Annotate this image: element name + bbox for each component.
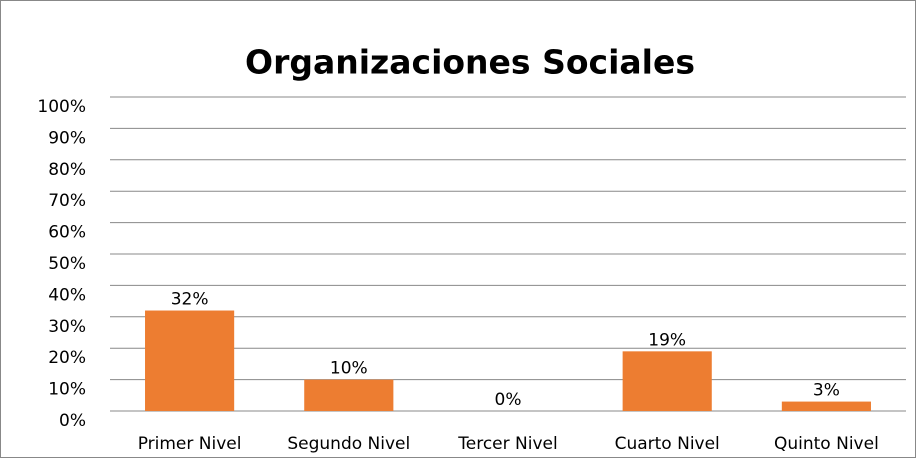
- y-tick-label: 30%: [48, 317, 86, 337]
- x-tick-label: Primer Nivel: [138, 434, 242, 454]
- data-label: 3%: [813, 381, 840, 401]
- data-label: 0%: [495, 390, 522, 410]
- bar: [145, 310, 235, 411]
- bar: [622, 351, 712, 411]
- y-tick-label: 60%: [48, 223, 86, 243]
- bar: [304, 379, 394, 411]
- x-tick-label: Quinto Nivel: [774, 434, 879, 454]
- y-tick-label: 80%: [48, 160, 86, 180]
- x-tick-label: Segundo Nivel: [287, 434, 410, 454]
- y-tick-label: 90%: [48, 128, 86, 148]
- y-tick-label: 10%: [48, 380, 86, 400]
- data-label: 32%: [171, 290, 209, 310]
- y-tick-label: 0%: [59, 411, 86, 431]
- data-label: 19%: [648, 330, 686, 350]
- y-tick-label: 20%: [48, 348, 86, 368]
- y-tick-label: 70%: [48, 191, 86, 211]
- y-tick-label: 40%: [48, 285, 86, 305]
- chart-title: Organizaciones Sociales: [245, 43, 695, 82]
- data-label: 10%: [330, 359, 368, 379]
- y-tick-label: 100%: [37, 97, 86, 117]
- bar: [781, 401, 871, 411]
- y-tick-label: 50%: [48, 254, 86, 274]
- x-tick-label: Tercer Nivel: [457, 434, 557, 454]
- x-tick-label: Cuarto Nivel: [615, 434, 720, 454]
